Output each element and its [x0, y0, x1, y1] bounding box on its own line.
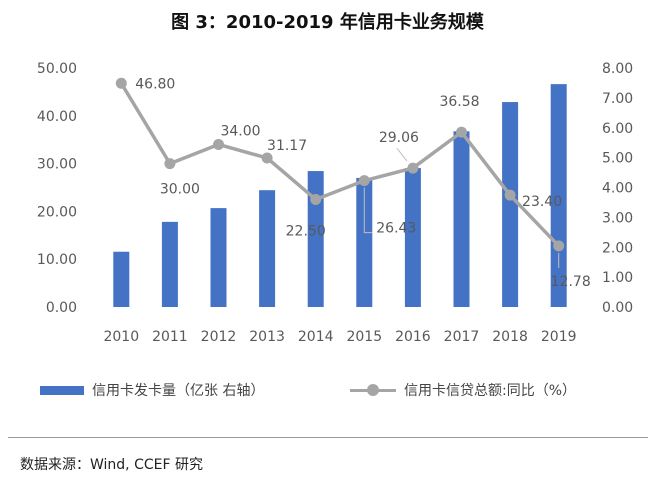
bar-series: [113, 84, 567, 308]
point-label: 36.58: [439, 94, 479, 110]
combo-chart: 0.00 10.00 20.00 30.00 40.00 50.00 0.00 1.00 2.…: [37, 61, 633, 345]
x-tick-label: 2016: [395, 329, 431, 345]
right-tick-label: 4.00: [602, 181, 633, 197]
label-leader: [396, 147, 408, 162]
legend-line-swatch: [350, 384, 396, 396]
left-tick-label: 30.00: [37, 157, 77, 173]
right-tick-label: 0.00: [602, 300, 633, 316]
point-label: 22.50: [286, 223, 326, 239]
x-tick-label: 2017: [444, 329, 480, 345]
legend-item-bars: 信用卡发卡量（亿张 右轴）: [40, 380, 264, 400]
left-tick-label: 40.00: [37, 109, 77, 125]
data-labels: 46.80 30.00 34.00 31.17 22.50 26.43 29.06 36.58…: [135, 76, 590, 290]
left-tick-label: 10.00: [37, 252, 77, 268]
yoy-point-2017: [456, 126, 467, 138]
x-tick-label: 2019: [541, 329, 577, 345]
yoy-line: [119, 82, 560, 248]
yoy-point-2012: [213, 138, 224, 150]
yoy-point-2011: [164, 158, 176, 170]
right-tick-label: 3.00: [602, 210, 633, 226]
bar-2017: [453, 131, 470, 307]
bar-2019: [550, 84, 567, 307]
bar-2018: [502, 102, 519, 308]
chart-title: 图 3：2010-2019 年信用卡业务规模: [171, 12, 484, 33]
yoy-point-2010: [115, 77, 127, 89]
yoy-point-2018: [504, 189, 516, 201]
x-tick-label: 2018: [492, 329, 528, 345]
point-label: 23.40: [522, 194, 562, 210]
x-tick-label: 2013: [249, 329, 285, 345]
point-label: 29.06: [379, 130, 419, 146]
right-tick-label: 8.00: [602, 61, 633, 77]
x-axis: 2010 2011 2012 2013 2014 2015 2016 2017 2018 2019: [103, 329, 576, 345]
right-tick-label: 7.00: [602, 91, 633, 107]
yoy-point-2013: [261, 152, 273, 164]
right-axis: 0.00 1.00 2.00 3.00 4.00 5.00 6.00 7.00 8.00: [602, 61, 633, 316]
yoy-point-2014: [310, 193, 322, 205]
point-label: 46.80: [135, 76, 175, 92]
legend: 信用卡发卡量（亿张 右轴） 信用卡信贷总额:同比（%）: [40, 378, 640, 404]
bar-2012: [210, 208, 227, 307]
source-note: 数据来源：Wind, CCEF 研究: [20, 457, 203, 473]
point-label: 31.17: [267, 138, 307, 154]
left-tick-label: 0.00: [46, 300, 77, 316]
yoy-point-2019: [553, 240, 565, 252]
label-leader: [363, 187, 373, 234]
x-tick-label: 2012: [201, 329, 237, 345]
right-tick-label: 1.00: [602, 270, 633, 286]
right-tick-label: 2.00: [602, 240, 633, 256]
point-label: 30.00: [160, 182, 200, 198]
chart-area: 0.00 10.00 20.00 30.00 40.00 50.00 0.00 1.00 2.…: [0, 35, 655, 445]
right-tick-label: 6.00: [602, 121, 633, 137]
left-axis: 0.00 10.00 20.00 30.00 40.00 50.00: [37, 61, 77, 316]
bar-2011: [161, 221, 178, 307]
divider: [8, 437, 648, 438]
bar-2016: [404, 168, 421, 307]
bar-2014: [307, 171, 324, 307]
legend-item-line: 信用卡信贷总额:同比（%）: [350, 380, 576, 400]
bar-2015: [356, 177, 373, 307]
x-tick-label: 2015: [346, 329, 382, 345]
bar-2010: [113, 251, 130, 307]
legend-bar-swatch: [40, 385, 84, 395]
point-label: 12.78: [551, 274, 591, 290]
point-label: 34.00: [220, 123, 260, 139]
x-tick-label: 2014: [298, 329, 334, 345]
legend-label-line: 信用卡信贷总额:同比（%）: [404, 383, 577, 399]
right-tick-label: 5.00: [602, 151, 633, 167]
x-tick-label: 2011: [152, 329, 188, 345]
point-label: 26.43: [376, 221, 416, 237]
legend-label-bars: 信用卡发卡量（亿张 右轴）: [92, 383, 265, 399]
left-tick-label: 20.00: [37, 204, 77, 220]
line-series: [115, 77, 565, 252]
bar-2013: [259, 190, 276, 307]
left-tick-label: 50.00: [37, 61, 77, 77]
x-tick-label: 2010: [103, 329, 139, 345]
yoy-point-2016: [407, 162, 419, 174]
yoy-point-2015: [358, 175, 370, 187]
